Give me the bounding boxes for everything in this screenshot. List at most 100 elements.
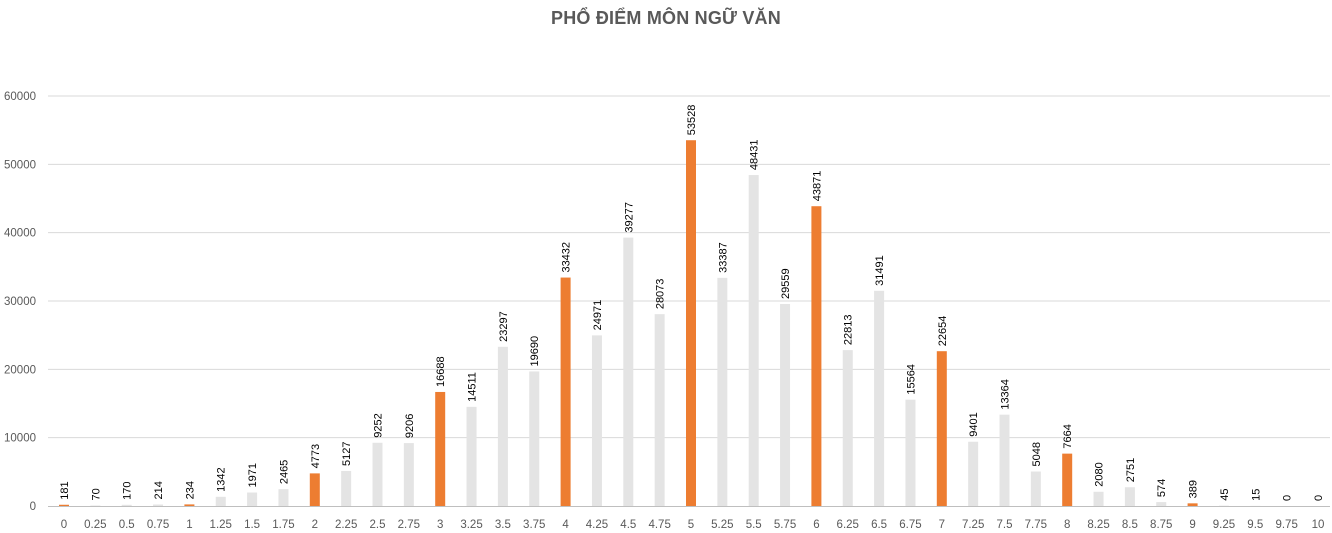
data-label: 45 — [1219, 488, 1231, 500]
data-label: 24971 — [592, 300, 604, 331]
bar — [372, 442, 383, 506]
data-label: 2080 — [1094, 462, 1106, 486]
y-tick-label: 60000 — [4, 91, 36, 103]
bar — [184, 504, 195, 506]
y-tick-label: 0 — [30, 501, 36, 513]
x-tick-label: 9.75 — [1275, 519, 1297, 531]
x-tick-label: 6.5 — [871, 519, 887, 531]
data-label: 1971 — [247, 463, 259, 487]
data-label: 1342 — [216, 467, 228, 491]
bar — [153, 504, 164, 506]
x-tick-label: 7 — [939, 519, 945, 531]
data-label: 5048 — [1031, 442, 1043, 466]
data-labels: 181 70 170 214 234 1342 1971 2465 4773 5127 9252 92… — [59, 105, 1325, 501]
x-tick-label: 0.25 — [84, 519, 106, 531]
x-tick-label: 5.5 — [746, 519, 762, 531]
x-tick-label: 3.25 — [460, 519, 482, 531]
x-tick-label: 6.75 — [899, 519, 921, 531]
data-label: 181 — [59, 481, 71, 499]
bar — [466, 406, 477, 506]
bar — [1187, 503, 1198, 506]
data-label: 29559 — [780, 268, 792, 299]
x-tick-label: 1.5 — [244, 519, 260, 531]
x-tick-label: 1.25 — [210, 519, 232, 531]
bar — [435, 391, 446, 506]
data-label: 16688 — [435, 356, 447, 387]
data-label: 5127 — [341, 441, 353, 465]
data-label: 31491 — [874, 255, 886, 286]
data-label: 214 — [153, 481, 165, 499]
x-tick-label: 4.75 — [648, 519, 670, 531]
bar — [811, 206, 822, 506]
data-label: 13364 — [1000, 379, 1012, 410]
data-label: 14511 — [467, 372, 479, 402]
x-tick-label: 9 — [1189, 519, 1195, 531]
x-tick-label: 8.75 — [1150, 519, 1172, 531]
bar — [403, 443, 414, 506]
bar — [780, 304, 791, 506]
bar — [247, 492, 258, 506]
bar — [748, 175, 759, 506]
data-label: 2751 — [1125, 458, 1137, 482]
x-tick-label: 7.75 — [1025, 519, 1047, 531]
data-label: 0 — [1313, 495, 1325, 501]
bar — [497, 346, 508, 506]
data-label: 48431 — [749, 139, 761, 170]
data-label: 39277 — [623, 202, 635, 233]
bar — [1124, 487, 1135, 506]
data-label: 9401 — [968, 412, 980, 436]
data-label: 389 — [1188, 480, 1200, 498]
data-label: 9206 — [404, 414, 416, 438]
data-label: 53528 — [686, 105, 698, 136]
x-tick-label: 2.25 — [335, 519, 357, 531]
data-label: 7664 — [1062, 424, 1074, 448]
bar — [215, 496, 226, 506]
data-label: 23297 — [498, 311, 510, 342]
x-tick-label: 1.75 — [272, 519, 294, 531]
y-tick-label: 50000 — [4, 159, 36, 171]
x-tick-label: 2 — [312, 519, 318, 531]
x-tick-label: 5.25 — [711, 519, 733, 531]
data-label: 15 — [1250, 489, 1262, 501]
data-label: 574 — [1156, 479, 1168, 497]
data-label: 2465 — [278, 460, 290, 484]
x-tick-label: 6 — [813, 519, 819, 531]
bar — [874, 290, 885, 506]
data-label: 70 — [90, 488, 102, 500]
x-tick-label: 5.75 — [774, 519, 796, 531]
x-tick-label: 8.5 — [1122, 519, 1138, 531]
x-tick-label: 3 — [437, 519, 443, 531]
y-tick-label: 30000 — [4, 296, 36, 308]
data-label: 28073 — [655, 279, 667, 310]
data-label: 234 — [184, 481, 196, 499]
bars — [59, 140, 1261, 506]
bar — [309, 473, 320, 506]
x-tick-label: 7.25 — [962, 519, 984, 531]
x-tick-label: 5 — [688, 519, 694, 531]
x-tick-label: 4.5 — [620, 519, 636, 531]
x-tick-label: 2.75 — [398, 519, 420, 531]
bar — [591, 335, 602, 506]
y-tick-label: 20000 — [4, 364, 36, 376]
bar — [905, 399, 916, 506]
data-label: 22654 — [937, 316, 949, 347]
x-tick-label: 2.5 — [370, 519, 386, 531]
data-label: 22813 — [843, 315, 855, 346]
x-tick-label: 9.25 — [1213, 519, 1235, 531]
y-tick-label: 10000 — [4, 433, 36, 445]
x-tick-label: 0.5 — [119, 519, 135, 531]
data-label: 33387 — [717, 242, 729, 273]
data-label: 19690 — [529, 336, 541, 367]
bar — [623, 237, 634, 506]
y-tick-label: 40000 — [4, 228, 36, 240]
bar — [999, 414, 1010, 506]
bar — [686, 140, 696, 506]
x-tick-label: 6.25 — [837, 519, 859, 531]
bar — [717, 277, 728, 506]
axes: 0 10000 20000 30000 40000 50000 60000 0 0.25 0.5 0… — [4, 91, 1330, 531]
x-tick-label: 9.5 — [1247, 519, 1263, 531]
bar — [842, 350, 853, 506]
chart-title: PHỔ ĐIỂM MÔN NGỮ VĂN — [551, 8, 781, 28]
